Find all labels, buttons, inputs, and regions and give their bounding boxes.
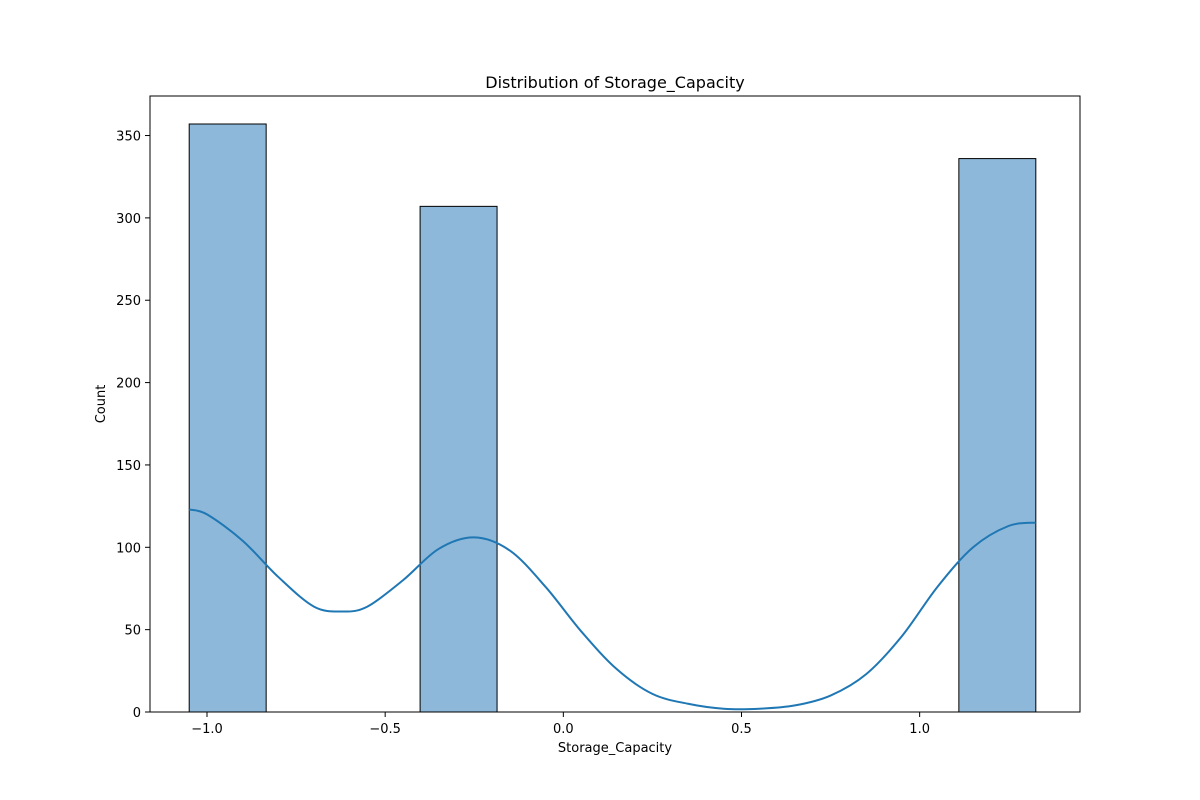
y-tick-label-4: 200	[116, 377, 141, 392]
y-tick-label-2: 100	[116, 541, 141, 556]
y-tick-label-0: 0	[133, 706, 141, 721]
y-tick-label-1: 50	[124, 624, 141, 639]
histogram-bar-0	[188, 123, 267, 713]
y-tick-label-7: 350	[116, 130, 141, 145]
x-tick-label-4: 1.0	[909, 722, 930, 737]
histogram-bar-10	[958, 158, 1037, 713]
y-tick-label-6: 300	[116, 212, 141, 227]
y-axis: 0 50 100 150 200 250 300 350	[116, 130, 150, 721]
x-axis-label: Storage_Capacity	[558, 741, 672, 756]
y-axis-label: Count	[94, 385, 109, 424]
y-tick-label-3: 150	[116, 459, 141, 474]
bars-group	[188, 123, 1037, 713]
histogram-bar-3	[419, 205, 498, 713]
plot-frame	[149, 95, 1081, 713]
x-tick-label-0: −1.0	[191, 722, 223, 737]
x-tick-label-3: 0.5	[731, 722, 752, 737]
x-tick-label-1: −0.5	[369, 722, 401, 737]
x-axis: −1.0 −0.5 0.0 0.5 1.0	[191, 712, 930, 737]
x-tick-label-2: 0.0	[553, 722, 574, 737]
kde-curve	[188, 508, 1036, 711]
chart-title: Distribution of Storage_Capacity	[485, 73, 744, 93]
y-tick-label-5: 250	[116, 294, 141, 309]
